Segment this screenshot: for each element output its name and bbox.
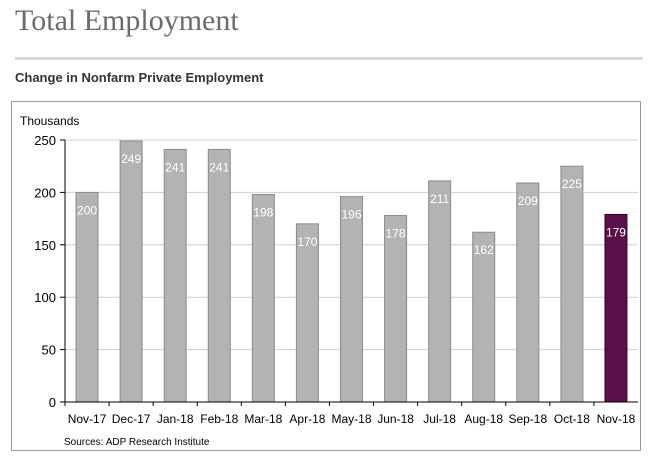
bars <box>75 140 628 403</box>
y-tick-label: 250 <box>34 133 56 148</box>
y-tick-label: 50 <box>42 343 56 358</box>
x-tick-label: Dec-17 <box>112 412 151 426</box>
title-divider <box>15 57 643 60</box>
bar <box>384 214 408 403</box>
x-tick-label: Sep-18 <box>508 412 547 426</box>
x-tick-label: Feb-18 <box>200 412 238 426</box>
bar <box>560 165 584 403</box>
bar <box>604 213 628 403</box>
chart-frame: 0 50 100 150 200 250 200 Nov-17 249 Dec-17 241 Jan-… <box>11 101 641 451</box>
data-label: 249 <box>121 152 141 166</box>
data-label: 198 <box>253 205 273 219</box>
y-tick-label: 150 <box>34 238 56 253</box>
data-label: 179 <box>606 225 626 239</box>
data-label: 196 <box>341 208 361 222</box>
labels: 0 50 100 150 200 250 200 Nov-17 249 Dec-17 241 Jan-… <box>34 133 635 426</box>
bar <box>295 223 319 403</box>
data-label: 225 <box>562 177 582 191</box>
x-tick-label: Oct-18 <box>554 412 590 426</box>
chart-heading: Change in Nonfarm Private Employment <box>15 70 264 85</box>
x-tick-label: Mar-18 <box>244 412 282 426</box>
chart-source-note: Sources: ADP Research Institute <box>64 437 210 448</box>
bar <box>207 148 231 403</box>
x-tick-label: Nov-17 <box>68 412 107 426</box>
data-label: 211 <box>430 192 449 206</box>
data-label: 178 <box>386 226 406 240</box>
bar <box>75 191 99 403</box>
y-tick-label: 100 <box>34 290 56 305</box>
bar-chart: 0 50 100 150 200 250 200 Nov-17 249 Dec-17 241 Jan-… <box>20 114 638 448</box>
x-tick-label: Nov-18 <box>597 412 636 426</box>
axes <box>60 139 638 406</box>
y-axis-title: Thousands <box>20 114 79 128</box>
bar <box>340 196 363 403</box>
x-tick-label: Jan-18 <box>157 412 194 426</box>
x-tick-label: Jun-18 <box>377 412 414 426</box>
data-label: 200 <box>77 203 97 217</box>
data-label: 170 <box>297 235 317 249</box>
data-label: 209 <box>518 194 538 208</box>
y-tick-label: 200 <box>34 185 56 200</box>
x-tick-label: Apr-18 <box>289 412 325 426</box>
x-tick-label: Jul-18 <box>423 412 456 426</box>
bar <box>163 148 187 403</box>
bar <box>251 193 275 403</box>
x-tick-label: May-18 <box>331 412 371 426</box>
data-label: 241 <box>209 160 229 174</box>
data-label: 241 <box>165 160 185 174</box>
bar <box>119 140 143 403</box>
data-label: 162 <box>474 243 494 257</box>
x-tick-label: Aug-18 <box>464 412 503 426</box>
page-title: Total Employment <box>15 4 239 37</box>
bar <box>516 182 540 403</box>
y-tick-label: 0 <box>49 395 56 410</box>
bar <box>428 180 452 403</box>
bar <box>472 231 496 403</box>
